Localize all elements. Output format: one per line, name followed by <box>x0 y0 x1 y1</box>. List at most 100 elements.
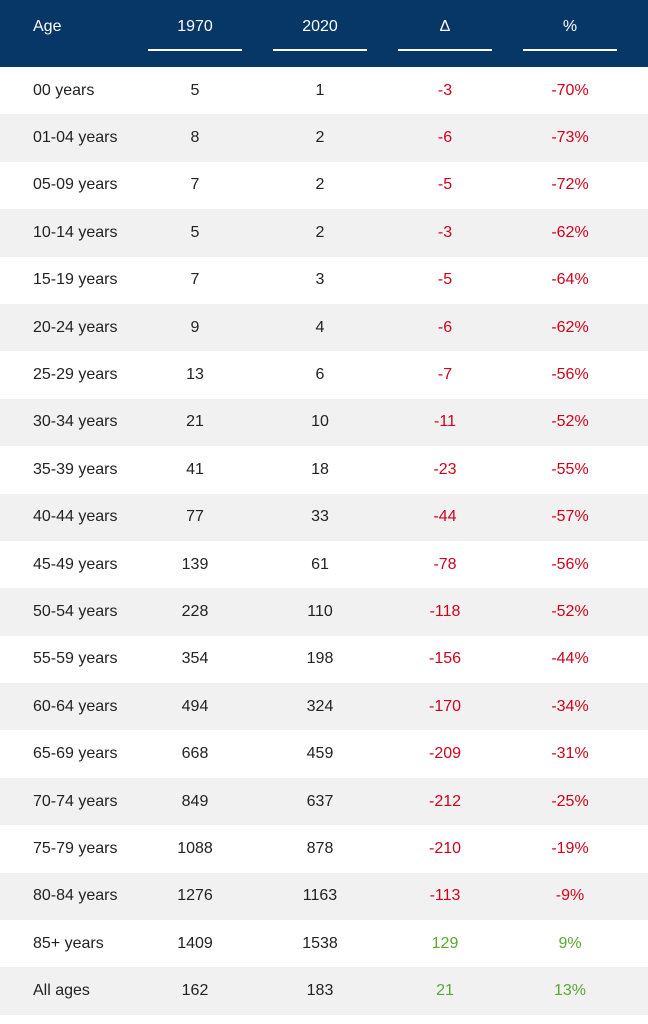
percent-cell: -19% <box>551 839 589 857</box>
percent-cell: -52% <box>551 602 589 620</box>
delta-cell: -5 <box>437 176 453 194</box>
value-1970-cell: 9 <box>190 318 200 336</box>
value-1970-cell: 77 <box>186 508 204 526</box>
value-1970-cell: 354 <box>181 650 209 668</box>
value-2020-cell: 324 <box>306 697 334 715</box>
table-row: 45-49 years 139 61 -78 -56% <box>0 540 648 589</box>
delta-cell: -44 <box>433 508 457 526</box>
value-2020-cell: 3 <box>315 271 325 289</box>
value-1970-cell: 1088 <box>177 839 213 857</box>
age-cell: 30-34 years <box>33 413 118 431</box>
percent-cell: -25% <box>551 792 589 810</box>
value-2020-cell: 6 <box>315 366 325 384</box>
percent-cell: -55% <box>551 460 589 478</box>
header-delta: Δ <box>439 18 451 35</box>
value-1970-cell: 8 <box>190 129 200 147</box>
delta-cell: -212 <box>428 792 462 810</box>
value-1970-cell: 139 <box>181 555 209 573</box>
header-1970-underline <box>148 49 242 51</box>
percent-cell: -9% <box>555 887 585 905</box>
value-2020-cell: 1163 <box>302 887 338 905</box>
percent-cell: -31% <box>551 745 589 763</box>
delta-cell: -113 <box>429 887 461 905</box>
percent-cell: -64% <box>551 271 589 289</box>
value-1970-cell: 1409 <box>177 934 213 952</box>
value-1970-cell: 668 <box>181 745 209 763</box>
age-cell: 60-64 years <box>33 697 118 715</box>
table-row: 00 years 5 1 -3 -70% <box>0 67 648 115</box>
delta-cell: -6 <box>437 129 453 147</box>
age-cell: 20-24 years <box>33 318 118 336</box>
table-row: 75-79 years 1088 878 -210 -19% <box>0 825 648 873</box>
header-percent: % <box>562 18 578 35</box>
value-2020-cell: 1538 <box>302 934 338 952</box>
percent-cell: 9% <box>558 934 582 952</box>
header-2020-underline <box>273 49 367 51</box>
value-2020-cell: 459 <box>306 745 334 763</box>
table-row: 60-64 years 494 324 -170 -34% <box>0 683 648 731</box>
table-row: 25-29 years 13 6 -7 -56% <box>0 351 648 399</box>
age-cell: 15-19 years <box>33 271 118 289</box>
percent-cell: -34% <box>551 697 589 715</box>
value-1970-cell: 494 <box>181 697 209 715</box>
delta-cell: -11 <box>434 413 456 431</box>
header-1970: 1970 <box>177 18 213 35</box>
age-cell: 05-09 years <box>33 176 118 194</box>
delta-cell: -5 <box>437 271 453 289</box>
value-2020-cell: 2 <box>315 176 325 194</box>
delta-cell: -210 <box>428 839 462 857</box>
value-2020-cell: 183 <box>306 982 334 1000</box>
value-2020-cell: 4 <box>315 318 325 336</box>
table-row: 80-84 years 1276 1163 -113 -9% <box>0 872 648 921</box>
delta-cell: -6 <box>437 318 453 336</box>
value-1970-cell: 162 <box>181 982 209 1000</box>
delta-cell: -156 <box>428 650 462 668</box>
value-2020-cell: 18 <box>311 460 329 478</box>
delta-cell: -170 <box>428 697 462 715</box>
delta-cell: -78 <box>433 555 457 573</box>
age-cell: 45-49 years <box>33 555 118 573</box>
value-1970-cell: 228 <box>181 602 209 620</box>
table-row: 40-44 years 77 33 -44 -57% <box>0 493 648 541</box>
value-2020-cell: 2 <box>315 223 325 241</box>
table-row: 70-74 years 849 637 -212 -25% <box>0 777 648 826</box>
value-1970-cell: 13 <box>186 366 204 384</box>
header-delta-underline <box>398 49 492 51</box>
delta-cell: 129 <box>431 934 459 952</box>
table-header: Age 1970 2020 Δ % <box>0 0 648 67</box>
age-cell: 80-84 years <box>33 887 118 905</box>
table-row: 55-59 years 354 198 -156 -44% <box>0 635 648 684</box>
delta-cell: -3 <box>437 81 453 99</box>
table-row: 15-19 years 7 3 -5 -64% <box>0 256 648 304</box>
percent-cell: -56% <box>551 366 589 384</box>
table-row: 10-14 years 5 2 -3 -62% <box>0 209 648 257</box>
percent-cell: -72% <box>551 176 589 194</box>
percent-cell: -62% <box>551 223 589 241</box>
delta-cell: -23 <box>433 460 457 478</box>
value-2020-cell: 1 <box>315 81 325 99</box>
header-age: Age <box>33 18 62 35</box>
age-cell: All ages <box>33 982 90 1000</box>
table-row: 01-04 years 8 2 -6 -73% <box>0 114 648 162</box>
delta-cell: 21 <box>436 982 454 1000</box>
age-cell: 55-59 years <box>33 650 118 668</box>
age-cell: 25-29 years <box>33 366 118 384</box>
table-row: All ages 162 183 21 13% <box>0 967 648 1015</box>
value-2020-cell: 198 <box>306 650 334 668</box>
value-1970-cell: 41 <box>186 460 204 478</box>
value-1970-cell: 5 <box>190 81 200 99</box>
percent-cell: -57% <box>551 508 589 526</box>
age-cell: 70-74 years <box>33 792 118 810</box>
age-cell: 65-69 years <box>33 745 118 763</box>
value-2020-cell: 2 <box>315 129 325 147</box>
percent-cell: -70% <box>551 81 589 99</box>
value-2020-cell: 878 <box>306 839 334 857</box>
value-1970-cell: 1276 <box>177 887 213 905</box>
value-1970-cell: 21 <box>186 413 204 431</box>
delta-cell: -209 <box>428 745 462 763</box>
percent-cell: -52% <box>551 413 589 431</box>
age-cell: 10-14 years <box>33 223 118 241</box>
percent-cell: 13% <box>553 982 587 1000</box>
value-1970-cell: 5 <box>190 223 200 241</box>
